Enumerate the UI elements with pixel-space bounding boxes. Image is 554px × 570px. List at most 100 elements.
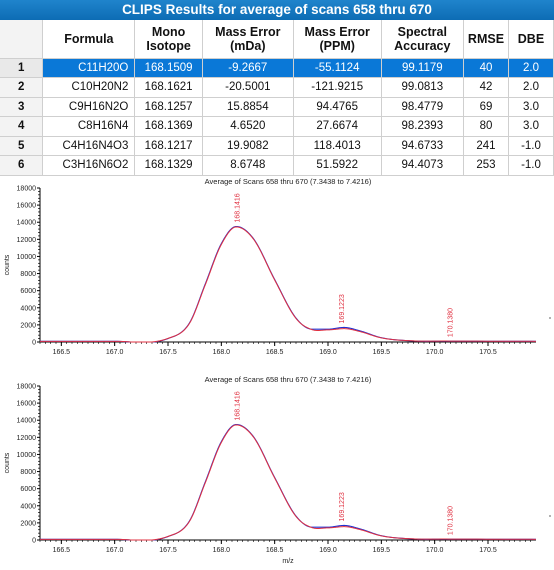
table-row[interactable]: 3 C9H16N2O 168.1257 15.8854 94.4765 98.4779 69… xyxy=(0,97,554,117)
cell-spectral-accuracy: 94.6733 xyxy=(381,136,465,156)
column-header-spectral-accuracy[interactable]: Spectral Accuracy xyxy=(381,20,465,59)
clips-results-panel: CLIPS Results for average of scans 658 t… xyxy=(0,0,554,176)
y-tick-label: 6000 xyxy=(20,486,36,493)
column-header-rmse[interactable]: RMSE xyxy=(463,20,509,59)
table-body: 1 C11H20O 168.1509 -9.2667 -55.1124 99.1179 40… xyxy=(0,58,554,176)
x-tick-label: 169.5 xyxy=(373,547,391,554)
cell-formula: C10H20N2 xyxy=(42,77,136,98)
spectrum-trace-theoretical xyxy=(40,226,537,343)
x-tick-label: 170.5 xyxy=(479,547,497,554)
y-tick-label: 18000 xyxy=(17,186,37,193)
column-header-dbe[interactable]: DBE xyxy=(508,20,554,59)
cell-formula: C11H20O xyxy=(42,58,136,78)
row-number: 4 xyxy=(0,116,44,137)
x-axis-label: m/z xyxy=(282,558,294,565)
cell-mass-error-mda: 4.6520 xyxy=(202,116,294,137)
table-row[interactable]: 5 C4H16N4O3 168.1217 19.9082 118.4013 94.6733… xyxy=(0,136,554,156)
y-tick-label: 8000 xyxy=(20,271,36,278)
y-tick-label: 8000 xyxy=(20,469,36,476)
y-tick-label: 4000 xyxy=(20,305,36,312)
cell-mass-error-mda: 8.6748 xyxy=(202,155,294,176)
peak-label: 169.1223 xyxy=(339,492,346,521)
cell-dbe: -1.0 xyxy=(508,136,554,156)
cell-spectral-accuracy: 94.4073 xyxy=(381,155,465,176)
cell-rmse: 40 xyxy=(463,58,509,78)
peak-label: 168.1416 xyxy=(234,193,241,222)
y-tick-label: 12000 xyxy=(17,237,37,244)
cell-mono-isotope: 168.1621 xyxy=(134,77,203,98)
y-tick-label: 0 xyxy=(32,340,36,347)
x-tick-label: 166.5 xyxy=(53,349,71,356)
y-tick-label: 14000 xyxy=(17,220,37,227)
cell-spectral-accuracy: 98.4779 xyxy=(381,97,465,117)
column-header-mass-error-ppm[interactable]: Mass Error (PPM) xyxy=(293,20,382,59)
cell-mono-isotope: 168.1509 xyxy=(134,58,203,78)
cell-mass-error-ppm: -121.9215 xyxy=(293,77,382,98)
spectrum-trace-measured xyxy=(40,423,537,541)
cell-mass-error-mda: -20.5001 xyxy=(202,77,294,98)
y-tick-label: 18000 xyxy=(17,384,37,391)
cell-mass-error-ppm: 27.6674 xyxy=(293,116,382,137)
table-row[interactable]: 1 C11H20O 168.1509 -9.2667 -55.1124 99.1179 40… xyxy=(0,58,554,78)
cell-dbe: 2.0 xyxy=(508,58,554,78)
clips-results-title: CLIPS Results for average of scans 658 t… xyxy=(0,0,554,20)
plot-title: Average of Scans 658 thru 670 (7.3438 to… xyxy=(205,177,372,186)
cell-dbe: -1.0 xyxy=(508,155,554,176)
cell-mass-error-mda: 15.8854 xyxy=(202,97,294,117)
cell-mono-isotope: 168.1217 xyxy=(134,136,203,156)
cell-formula: C9H16N2O xyxy=(42,97,136,117)
y-tick-label: 10000 xyxy=(17,254,37,261)
cell-spectral-accuracy: 99.1179 xyxy=(381,58,465,78)
cell-mono-isotope: 168.1329 xyxy=(134,155,203,176)
cell-rmse: 42 xyxy=(463,77,509,98)
cell-rmse: 241 xyxy=(463,136,509,156)
plot-title: Average of Scans 658 thru 670 (7.3438 to… xyxy=(205,375,372,384)
row-number: 3 xyxy=(0,97,44,117)
peak-label: 169.1223 xyxy=(339,294,346,323)
y-tick-label: 12000 xyxy=(17,435,37,442)
x-tick-label: 168.5 xyxy=(266,547,284,554)
cell-mass-error-mda: 19.9082 xyxy=(202,136,294,156)
table-row[interactable]: 2 C10H20N2 168.1621 -20.5001 -121.9215 99.081… xyxy=(0,77,554,98)
cell-formula: C4H16N4O3 xyxy=(42,136,136,156)
column-header-mono-isotope[interactable]: Mono Isotope xyxy=(134,20,203,59)
cell-dbe: 3.0 xyxy=(508,97,554,117)
spectrum-plot-bottom[interactable]: Average of Scans 658 thru 670 (7.3438 to… xyxy=(0,374,554,570)
cell-dbe: 2.0 xyxy=(508,77,554,98)
clips-results-table: Formula Mono Isotope Mass Error (mDa) Mass Er… xyxy=(0,20,554,176)
y-tick-label: 2000 xyxy=(20,520,36,527)
column-header-formula[interactable]: Formula xyxy=(42,20,136,59)
cell-mass-error-ppm: 118.4013 xyxy=(293,136,382,156)
spectrum-plot-top-svg: Average of Scans 658 thru 670 (7.3438 to… xyxy=(4,177,551,356)
cell-mass-error-ppm: -55.1124 xyxy=(293,58,382,78)
column-header-corner xyxy=(0,20,44,59)
y-tick-label: 16000 xyxy=(17,401,37,408)
x-tick-label: 168.0 xyxy=(213,547,231,554)
row-number: 6 xyxy=(0,155,44,176)
table-row[interactable]: 4 C8H16N4 168.1369 4.6520 27.6674 98.2393 80 3.… xyxy=(0,116,554,137)
cell-rmse: 253 xyxy=(463,155,509,176)
cell-mass-error-ppm: 51.5922 xyxy=(293,155,382,176)
cell-mass-error-ppm: 94.4765 xyxy=(293,97,382,117)
cell-dbe: 3.0 xyxy=(508,116,554,137)
x-tick-label: 166.5 xyxy=(53,547,71,554)
row-number: 2 xyxy=(0,77,44,98)
y-axis-label: counts xyxy=(4,254,11,275)
row-number: 5 xyxy=(0,136,44,156)
cell-mass-error-mda: -9.2667 xyxy=(202,58,294,78)
x-tick-label: 167.5 xyxy=(159,349,177,356)
spectrum-plot-top[interactable]: Average of Scans 658 thru 670 (7.3438 to… xyxy=(0,176,554,372)
cell-spectral-accuracy: 98.2393 xyxy=(381,116,465,137)
y-tick-label: 0 xyxy=(32,538,36,545)
spectrum-trace-measured xyxy=(40,225,537,343)
y-tick-label: 14000 xyxy=(17,418,37,425)
spectrum-plot-bottom-svg: Average of Scans 658 thru 670 (7.3438 to… xyxy=(4,375,551,565)
x-tick-label: 170.5 xyxy=(479,349,497,356)
cell-mono-isotope: 168.1257 xyxy=(134,97,203,117)
cell-rmse: 69 xyxy=(463,97,509,117)
table-row[interactable]: 6 C3H16N6O2 168.1329 8.6748 51.5922 94.4073 25… xyxy=(0,155,554,176)
column-header-mass-error-mda[interactable]: Mass Error (mDa) xyxy=(202,20,294,59)
x-tick-label: 170.0 xyxy=(426,547,444,554)
x-tick-label: 167.5 xyxy=(159,547,177,554)
cell-formula: C3H16N6O2 xyxy=(42,155,136,176)
